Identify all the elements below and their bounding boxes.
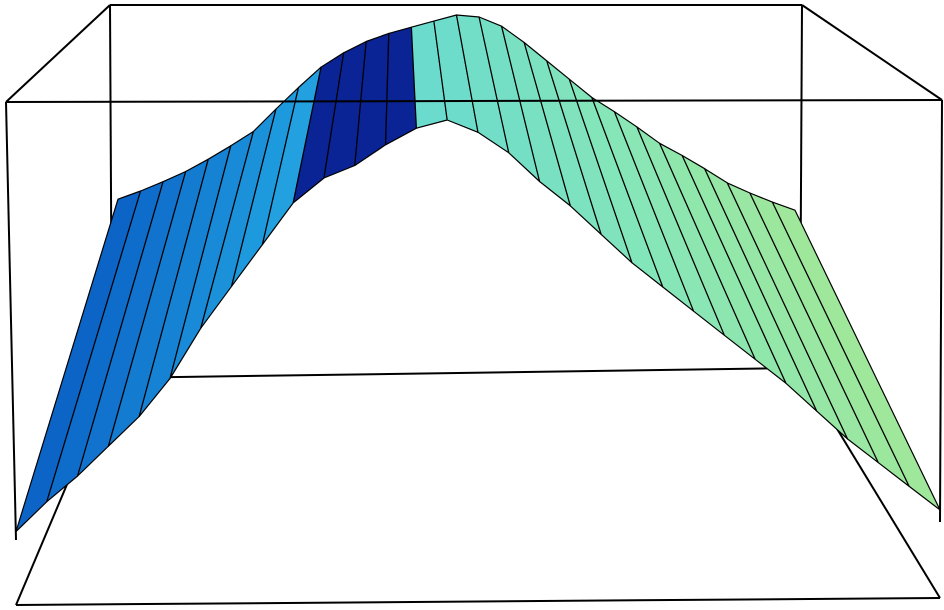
surface-mesh: [15, 14, 941, 533]
box-front-right-edge: [939, 99, 943, 523]
axis-box-front: [5, 4, 943, 541]
box-top-right-edge: [801, 4, 943, 101]
surface-strip: [771, 201, 941, 511]
box-top-left-edge: [5, 4, 111, 103]
box-back-bottom-edge: [111, 367, 801, 379]
box-front-left-edge: [5, 101, 17, 541]
box-front-bottom-edge: [15, 597, 941, 606]
box-front-top-edge: [5, 99, 943, 103]
